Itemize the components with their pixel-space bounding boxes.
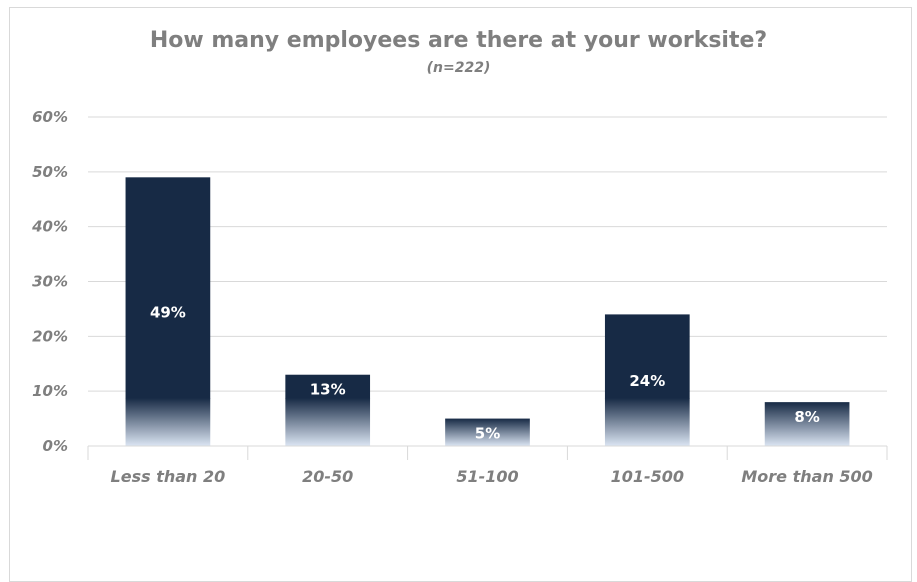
chart-title: How many employees are there at your wor… — [149, 28, 768, 53]
data-label: 49% — [150, 304, 186, 322]
bar-fade — [445, 418, 530, 446]
bar — [764, 402, 850, 446]
x-axis — [87, 445, 888, 460]
data-label: 13% — [310, 381, 346, 399]
x-tick-label: 101-500 — [611, 467, 684, 486]
bar — [445, 418, 530, 446]
y-tick-label: 30% — [32, 273, 68, 291]
chart-subtitle: (n=222) — [426, 60, 491, 76]
bar — [285, 374, 371, 446]
y-tick-label: 50% — [32, 163, 68, 181]
bar-fade — [764, 402, 850, 446]
y-tick-label: 10% — [32, 382, 68, 400]
bar-fade — [125, 398, 211, 446]
x-tick-label: Less than 20 — [111, 467, 226, 486]
x-tick-label: 51-100 — [456, 467, 518, 486]
bar-body — [285, 374, 371, 399]
bar-body — [604, 314, 690, 399]
data-label: 5% — [475, 425, 500, 443]
data-label: 8% — [794, 408, 819, 426]
bar-fade — [285, 398, 371, 446]
bar-fade — [604, 398, 690, 446]
gridlines — [88, 116, 887, 392]
bar — [604, 314, 690, 446]
bar-body — [125, 177, 211, 399]
x-tick-label: 20-50 — [302, 467, 353, 486]
y-tick-label: 20% — [32, 327, 68, 345]
y-tick-label: 40% — [31, 218, 68, 236]
labels: 0% 10% 20% 30% 40% 50% 60% 49% Less than 20 13% 20… — [31, 108, 873, 486]
bar — [125, 177, 211, 446]
y-tick-label: 60% — [32, 108, 68, 126]
data-label: 24% — [629, 372, 665, 390]
y-tick-label: 0% — [43, 437, 68, 455]
bars — [125, 177, 850, 446]
x-tick-label: More than 500 — [741, 467, 872, 486]
